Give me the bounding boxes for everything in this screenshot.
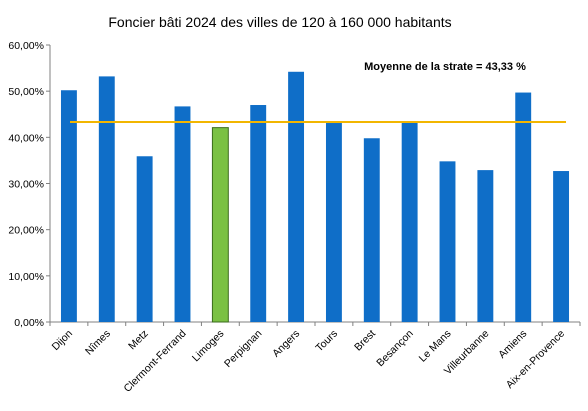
bar-angers [288,71,305,322]
bar-perpignan [250,105,267,323]
category-label: Amiens [496,328,529,361]
y-tick-label: 10,00% [8,271,44,283]
y-tick-label: 30,00% [8,179,44,191]
bars [60,71,570,323]
bar-dijon [60,90,77,322]
category-label: Angers [270,328,302,360]
bar-tours [325,123,342,322]
bar-limoges [211,127,229,323]
category-label: Dijon [50,328,76,354]
bar-n-mes [98,76,115,322]
y-tick-label: 40,00% [8,132,44,144]
category-label: Besançon [374,328,416,370]
category-label: Brest [352,328,378,354]
bar-villeurbanne [477,170,494,322]
bar-le-mans [439,161,456,322]
category-label: Metz [126,328,151,353]
bar-clermont-ferrand [174,106,191,322]
average-annotation: Moyenne de la strate = 43,33 % [364,61,526,73]
bar-besan-on [401,121,418,322]
category-label: Le Mans [417,328,454,365]
category-label: Nîmes [83,328,113,358]
chart-title: Foncier bâti 2024 des villes de 120 à 16… [108,14,451,30]
bar-metz [136,156,153,322]
category-label: Tours [313,328,340,355]
y-tick-label: 50,00% [8,86,44,98]
y-tick-label: 60,00% [8,40,44,52]
bar-brest [363,138,380,322]
category-label: Limoges [190,328,227,365]
bar-amiens [515,92,532,322]
bar-aix-en-provence [553,171,570,322]
category-label: Perpignan [222,328,264,370]
y-tick-label: 0,00% [14,317,44,329]
y-tick-label: 20,00% [8,225,44,237]
